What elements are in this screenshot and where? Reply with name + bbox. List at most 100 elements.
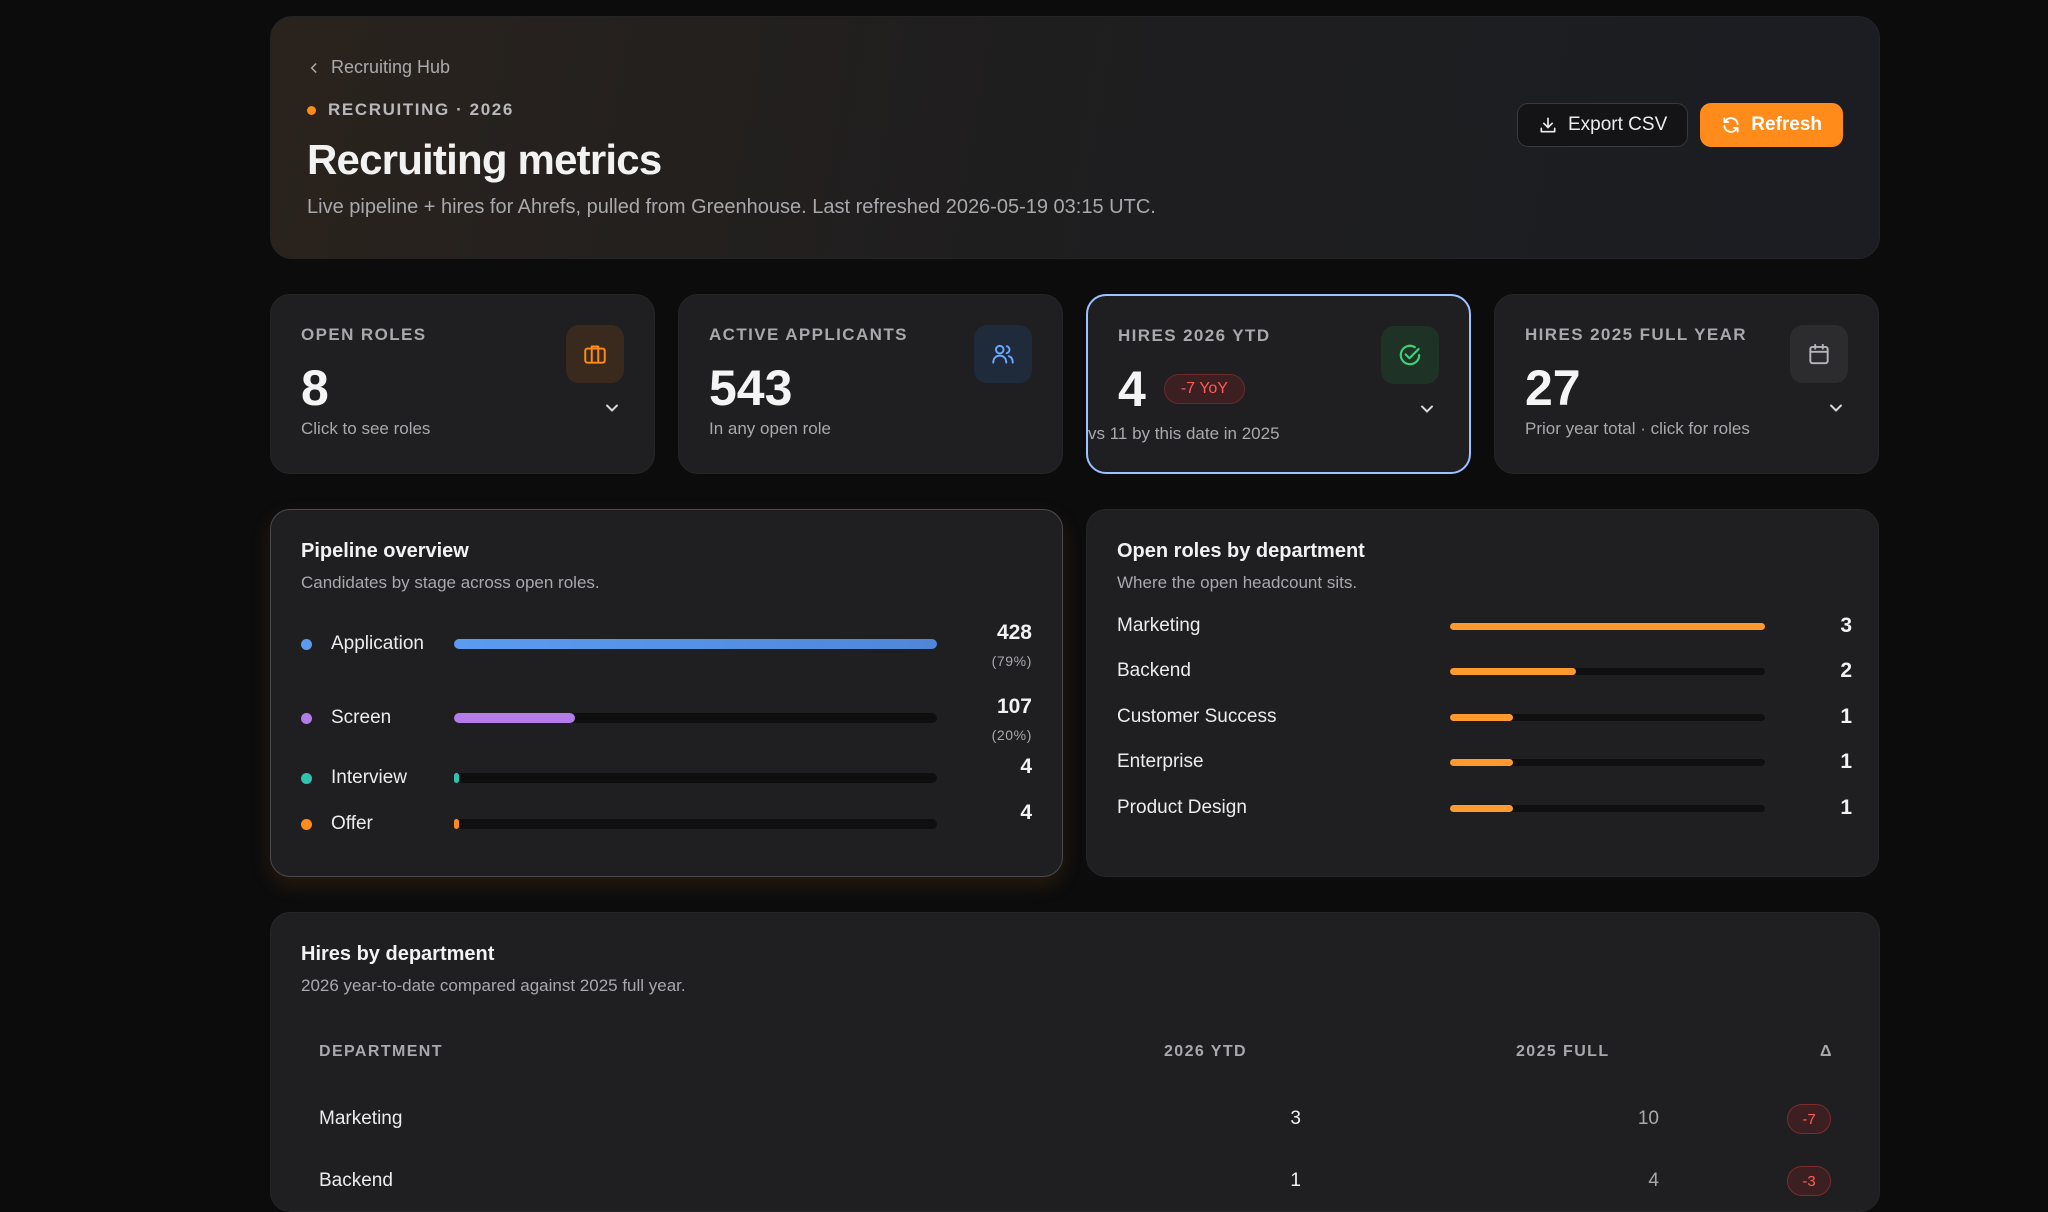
hires-table-card: Hires by department 2026 year-to-date co… [270, 912, 1880, 1212]
departments-panel: Open roles by department Where the open … [1086, 509, 1879, 877]
column-header-2026-ytd[interactable]: 2026 YTD [1164, 1043, 1247, 1060]
kpi-icon-tile [1790, 325, 1848, 383]
page-subtitle: Live pipeline + hires for Ahrefs, pulled… [307, 196, 1156, 218]
column-header-department[interactable]: DEPARTMENT [319, 1043, 443, 1060]
department-count: 1 [1840, 705, 1852, 728]
department-bar-track [1450, 622, 1765, 630]
department-count: 2 [1840, 659, 1852, 682]
pipeline-stage: Offer 4 [301, 801, 1032, 835]
panel-row: Pipeline overview Candidates by stage ac… [270, 509, 1880, 877]
stage-bar-fill [454, 819, 459, 829]
department-name: Marketing [1117, 615, 1201, 636]
pipeline-stage: Interview 4 [301, 755, 1032, 789]
eyebrow-label: RECRUITING · 2026 [328, 100, 514, 119]
stage-count-value: 107 [996, 695, 1032, 718]
department-row: Backend 2 [1117, 659, 1852, 683]
kpi-note: In any open role [709, 419, 831, 438]
table-row: Marketing 3 10 -7 [319, 1099, 1831, 1139]
panel-title: Open roles by department [1117, 540, 1365, 562]
export-csv-label: Export CSV [1567, 114, 1668, 135]
stage-dot [301, 818, 312, 830]
cell-2026-ytd: 3 [1290, 1108, 1301, 1129]
department-count: 3 [1840, 614, 1852, 637]
kpi-hires-2025[interactable]: HIRES 2025 FULL YEAR 27 Prior year total… [1494, 294, 1879, 474]
table-row: Backend 1 4 -3 [319, 1161, 1831, 1201]
stage-percent: (20%) [991, 727, 1032, 743]
stage-count: 4 [1020, 801, 1032, 825]
yoy-badge: -7 YoY [1163, 374, 1245, 404]
department-row: Enterprise 1 [1117, 750, 1852, 774]
header-actions: Export CSV Refresh [1516, 103, 1843, 147]
kpi-value: 543 [709, 360, 793, 416]
chevron-left-icon [310, 62, 317, 73]
refresh-button[interactable]: Refresh [1700, 103, 1843, 147]
kpi-note: Prior year total · click for roles [1525, 419, 1750, 438]
department-bar-track [1450, 667, 1765, 675]
kpi-row: OPEN ROLES 8 Click to see roles ACTIVE A… [270, 294, 1880, 474]
stage-dot [301, 638, 312, 650]
pipeline-stage: Application 428 (79%) [301, 621, 1032, 669]
kpi-note: Click to see roles [301, 419, 431, 438]
kpi-label: ACTIVE APPLICANTS [709, 325, 908, 344]
download-icon [1540, 117, 1556, 133]
briefcase-icon [584, 345, 606, 364]
refresh-icon [1723, 117, 1739, 133]
stage-count: 4 [1020, 755, 1032, 779]
cell-2026-ytd: 1 [1290, 1170, 1301, 1191]
department-bar-track [1450, 758, 1765, 766]
kpi-note: vs 11 by this date in 2025 [1088, 424, 1280, 443]
panel-title: Hires by department [301, 943, 495, 965]
stage-bar-track [454, 639, 937, 649]
department-bar-fill [1450, 622, 1765, 630]
cell-2025-full: 4 [1648, 1170, 1659, 1191]
stage-count-value: 4 [1020, 801, 1032, 824]
department-bar-fill [1450, 667, 1576, 675]
panel-subtitle: Candidates by stage across open roles. [301, 573, 600, 592]
kpi-value: 8 [301, 360, 329, 416]
kpi-hires-ytd[interactable]: HIRES 2026 YTD 4 -7 YoY vs 11 by this da… [1086, 294, 1471, 474]
department-row: Customer Success 1 [1117, 705, 1852, 729]
pipeline-stage: Screen 107 (20%) [301, 695, 1032, 743]
column-header-2025-full[interactable]: 2025 FULL [1516, 1043, 1610, 1060]
stage-name: Application [331, 633, 424, 654]
cell-2025-full: 10 [1637, 1108, 1659, 1129]
breadcrumb[interactable]: Recruiting Hub [307, 57, 1843, 78]
kpi-label: OPEN ROLES [301, 325, 427, 344]
chevron-down-icon[interactable] [602, 398, 622, 418]
kpi-value: 27 [1525, 360, 1581, 416]
kpi-value-row: 4 -7 YoY [1118, 364, 1439, 414]
stage-bar-fill [454, 639, 937, 649]
export-csv-button[interactable]: Export CSV [1516, 103, 1689, 147]
breadcrumb-label[interactable]: Recruiting Hub [331, 57, 451, 77]
panel-subtitle: Where the open headcount sits. [1117, 573, 1358, 592]
chevron-down-icon[interactable] [1417, 399, 1437, 419]
stage-dot [301, 712, 312, 724]
department-bar-track [1450, 804, 1765, 812]
stage-name: Interview [331, 767, 408, 788]
department-name: Customer Success [1117, 706, 1277, 727]
stage-count: 107 (20%) [992, 695, 1032, 743]
department-bar-fill [1450, 804, 1513, 812]
refresh-label: Refresh [1751, 114, 1822, 135]
chevron-down-icon[interactable] [1826, 398, 1846, 418]
pipeline-panel: Pipeline overview Candidates by stage ac… [270, 509, 1063, 877]
stage-count: 428 (79%) [992, 621, 1032, 669]
stage-bar-track [454, 819, 937, 829]
stage-count-value: 428 [996, 621, 1032, 644]
kpi-active-applicants: ACTIVE APPLICANTS 543 In any open role [678, 294, 1063, 474]
check-circle-icon [1399, 344, 1421, 366]
kpi-icon-tile [974, 325, 1032, 383]
kpi-icon-tile [566, 325, 624, 383]
users-icon [992, 344, 1014, 364]
stage-percent: (79%) [991, 653, 1032, 669]
stage-dot [301, 772, 312, 784]
kpi-open-roles[interactable]: OPEN ROLES 8 Click to see roles [270, 294, 655, 474]
department-bar-fill [1450, 713, 1513, 721]
kpi-label: HIRES 2026 YTD [1118, 326, 1271, 345]
column-header-delta[interactable]: Δ [1820, 1043, 1833, 1060]
delta-badge: -7 [1787, 1104, 1831, 1134]
stage-name: Offer [331, 813, 373, 834]
page-header: Recruiting Hub RECRUITING · 2026 Recruit… [270, 16, 1880, 259]
stage-count-value: 4 [1020, 755, 1032, 778]
cell-department: Backend [319, 1170, 393, 1191]
